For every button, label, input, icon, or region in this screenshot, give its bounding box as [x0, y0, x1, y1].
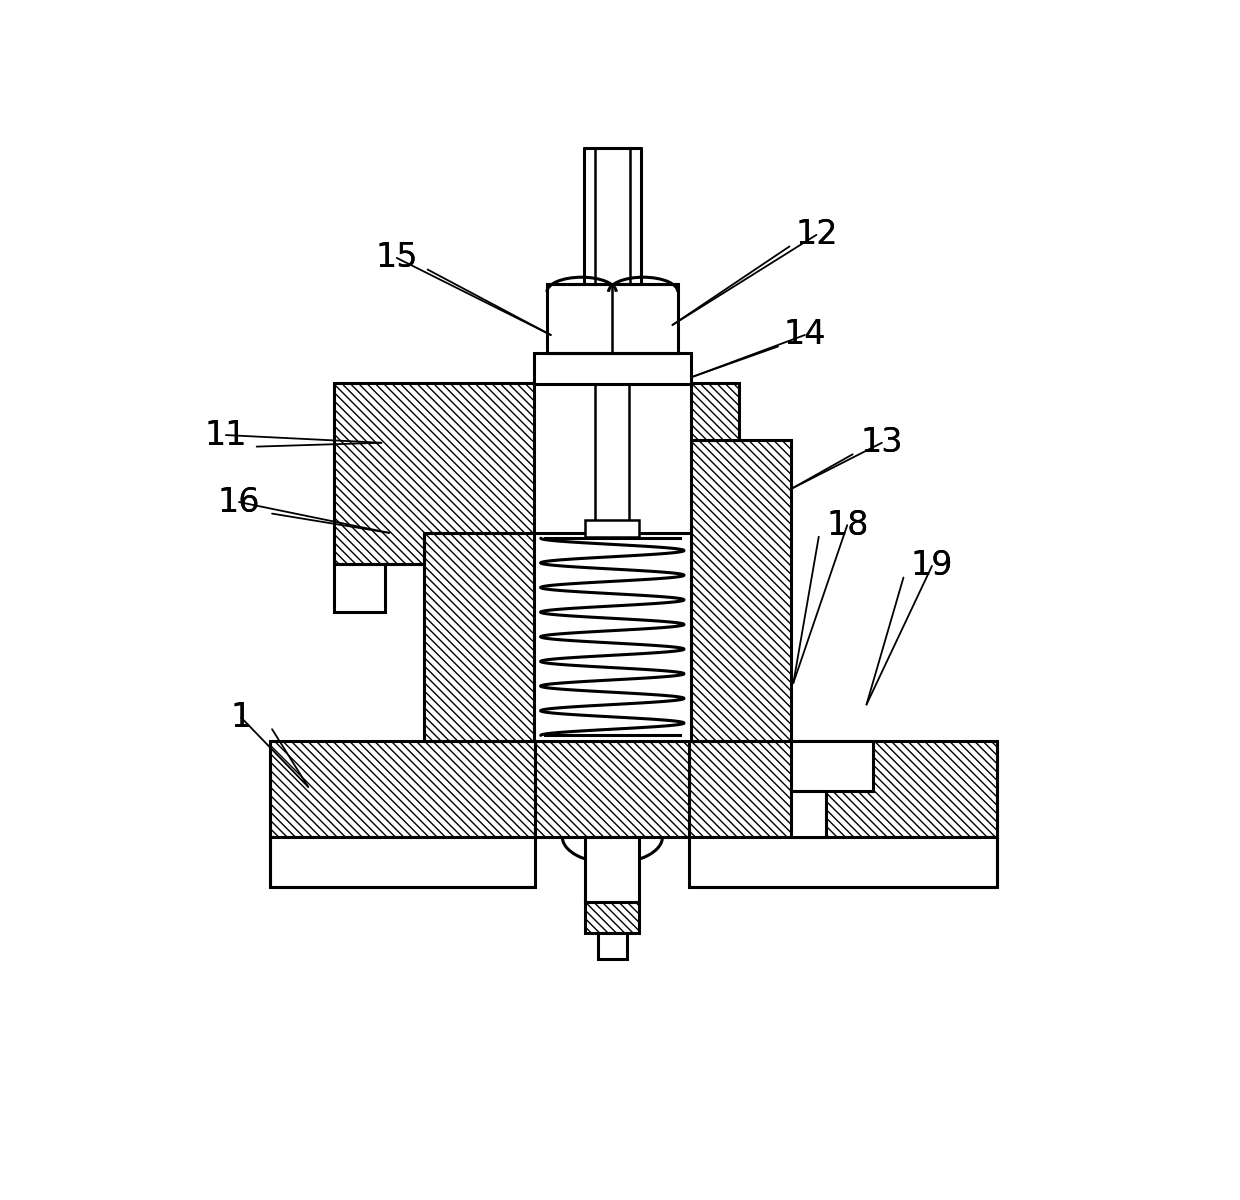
- Polygon shape: [536, 740, 689, 838]
- Text: 19: 19: [910, 550, 954, 582]
- Bar: [585, 838, 640, 902]
- Polygon shape: [334, 383, 534, 564]
- Bar: [534, 354, 691, 384]
- Text: 11: 11: [205, 419, 247, 451]
- Bar: [585, 902, 640, 934]
- Text: 19: 19: [910, 550, 954, 582]
- Text: 12: 12: [795, 218, 838, 251]
- Text: 12: 12: [795, 218, 838, 251]
- Text: 18: 18: [826, 509, 868, 541]
- Text: 15: 15: [376, 241, 418, 275]
- Text: 16: 16: [218, 486, 260, 518]
- Bar: [585, 520, 640, 536]
- Bar: [791, 791, 826, 838]
- Bar: [534, 533, 691, 740]
- Text: 1: 1: [231, 701, 252, 734]
- Polygon shape: [689, 740, 997, 838]
- Polygon shape: [270, 740, 536, 838]
- Text: 14: 14: [784, 318, 826, 352]
- Polygon shape: [691, 383, 739, 440]
- Text: 13: 13: [861, 426, 903, 460]
- Bar: [689, 838, 997, 887]
- Text: 14: 14: [784, 318, 826, 352]
- Bar: [334, 564, 386, 612]
- Text: 18: 18: [826, 509, 868, 541]
- Text: 1: 1: [231, 701, 252, 734]
- Bar: [598, 934, 627, 959]
- Text: 16: 16: [218, 486, 260, 518]
- Bar: [270, 838, 536, 887]
- Bar: [547, 284, 678, 354]
- Bar: [791, 740, 873, 791]
- Polygon shape: [691, 440, 791, 740]
- Text: 13: 13: [861, 426, 903, 460]
- Polygon shape: [424, 533, 534, 740]
- Text: 11: 11: [205, 419, 247, 451]
- Text: 15: 15: [376, 241, 418, 275]
